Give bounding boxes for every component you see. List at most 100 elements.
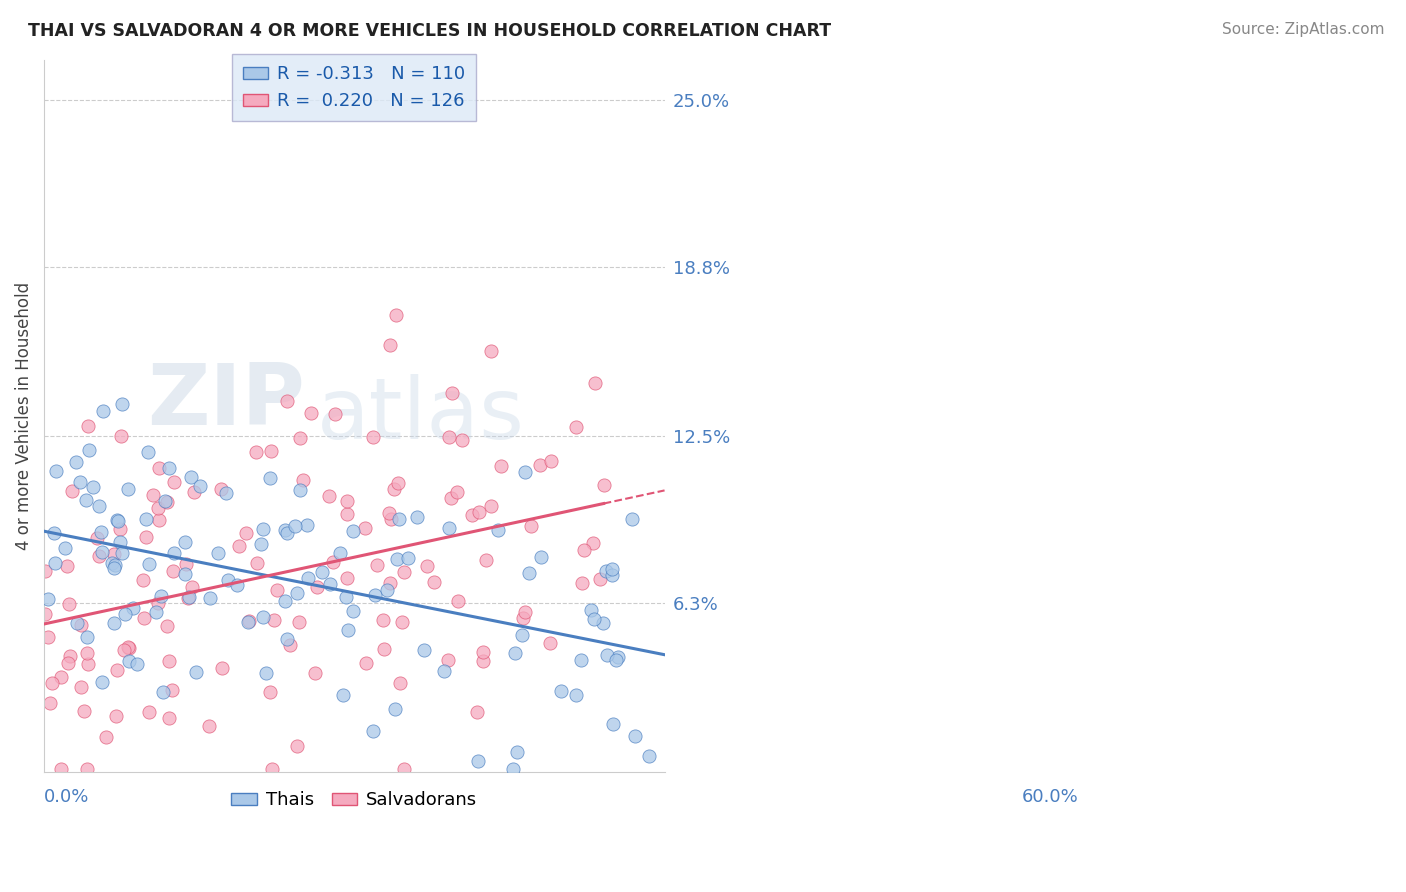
- Point: [595, 564, 617, 578]
- Point: [39, 696, 62, 710]
- Point: [513, 465, 536, 479]
- Point: [117, 483, 139, 497]
- Point: [585, 376, 607, 391]
- Point: [624, 729, 647, 743]
- Point: [66, 615, 89, 630]
- Point: [148, 461, 170, 475]
- Point: [188, 479, 211, 493]
- Point: [69, 681, 91, 695]
- Point: [361, 430, 384, 444]
- Point: [34, 607, 56, 621]
- Point: [266, 582, 288, 597]
- Point: [437, 521, 460, 535]
- Point: [260, 443, 283, 458]
- Point: [101, 556, 124, 570]
- Point: [278, 638, 301, 652]
- Point: [413, 642, 436, 657]
- Point: [49, 763, 72, 777]
- Point: [565, 420, 588, 434]
- Point: [90, 675, 112, 690]
- Point: [138, 557, 160, 571]
- Point: [465, 705, 488, 719]
- Point: [146, 596, 169, 610]
- Point: [323, 407, 346, 421]
- Point: [103, 561, 125, 575]
- Point: [574, 542, 596, 557]
- Point: [607, 649, 630, 664]
- Point: [103, 547, 125, 561]
- Point: [122, 600, 145, 615]
- Point: [211, 482, 233, 496]
- Point: [163, 475, 186, 490]
- Point: [335, 507, 357, 521]
- Point: [481, 499, 503, 513]
- Point: [405, 509, 427, 524]
- Point: [342, 524, 364, 538]
- Point: [392, 763, 415, 777]
- Point: [90, 545, 112, 559]
- Point: [569, 652, 592, 666]
- Point: [596, 648, 619, 662]
- Point: [263, 613, 285, 627]
- Point: [512, 611, 534, 625]
- Point: [76, 763, 98, 777]
- Point: [388, 512, 411, 526]
- Point: [180, 580, 202, 594]
- Point: [377, 506, 399, 520]
- Text: THAI VS SALVADORAN 4 OR MORE VEHICLES IN HOUSEHOLD CORRELATION CHART: THAI VS SALVADORAN 4 OR MORE VEHICLES IN…: [28, 22, 831, 40]
- Point: [486, 523, 509, 537]
- Point: [58, 656, 80, 670]
- Point: [110, 534, 132, 549]
- Point: [513, 606, 536, 620]
- Point: [380, 512, 402, 526]
- Point: [103, 615, 125, 630]
- Point: [423, 574, 446, 589]
- Point: [550, 683, 572, 698]
- Point: [571, 575, 593, 590]
- Point: [520, 519, 543, 533]
- Point: [284, 518, 307, 533]
- Point: [104, 558, 127, 572]
- Point: [225, 577, 247, 591]
- Point: [177, 590, 200, 604]
- Point: [108, 522, 131, 536]
- Point: [146, 501, 169, 516]
- Point: [235, 525, 257, 540]
- Point: [41, 676, 63, 690]
- Point: [105, 663, 128, 677]
- Point: [136, 445, 159, 459]
- Point: [104, 709, 127, 723]
- Y-axis label: 4 or more Vehicles in Household: 4 or more Vehicles in Household: [15, 282, 32, 549]
- Point: [73, 704, 96, 718]
- Point: [588, 572, 610, 586]
- Point: [288, 483, 311, 497]
- Point: [297, 571, 319, 585]
- Text: 0.0%: 0.0%: [44, 788, 90, 805]
- Point: [388, 676, 411, 690]
- Point: [605, 653, 627, 667]
- Point: [433, 665, 456, 679]
- Point: [384, 702, 406, 716]
- Point: [371, 613, 394, 627]
- Point: [148, 513, 170, 527]
- Point: [207, 545, 229, 559]
- Point: [329, 546, 352, 560]
- Point: [105, 513, 128, 527]
- Point: [75, 493, 97, 508]
- Point: [304, 665, 326, 680]
- Point: [180, 469, 202, 483]
- Point: [53, 541, 76, 556]
- Point: [415, 558, 437, 573]
- Point: [111, 546, 134, 560]
- Text: Source: ZipAtlas.com: Source: ZipAtlas.com: [1222, 22, 1385, 37]
- Point: [252, 610, 274, 624]
- Point: [174, 535, 197, 549]
- Point: [600, 567, 623, 582]
- Point: [56, 559, 79, 574]
- Point: [592, 478, 614, 492]
- Point: [65, 455, 87, 469]
- Point: [132, 573, 155, 587]
- Point: [149, 589, 172, 603]
- Point: [153, 494, 176, 508]
- Point: [503, 646, 526, 660]
